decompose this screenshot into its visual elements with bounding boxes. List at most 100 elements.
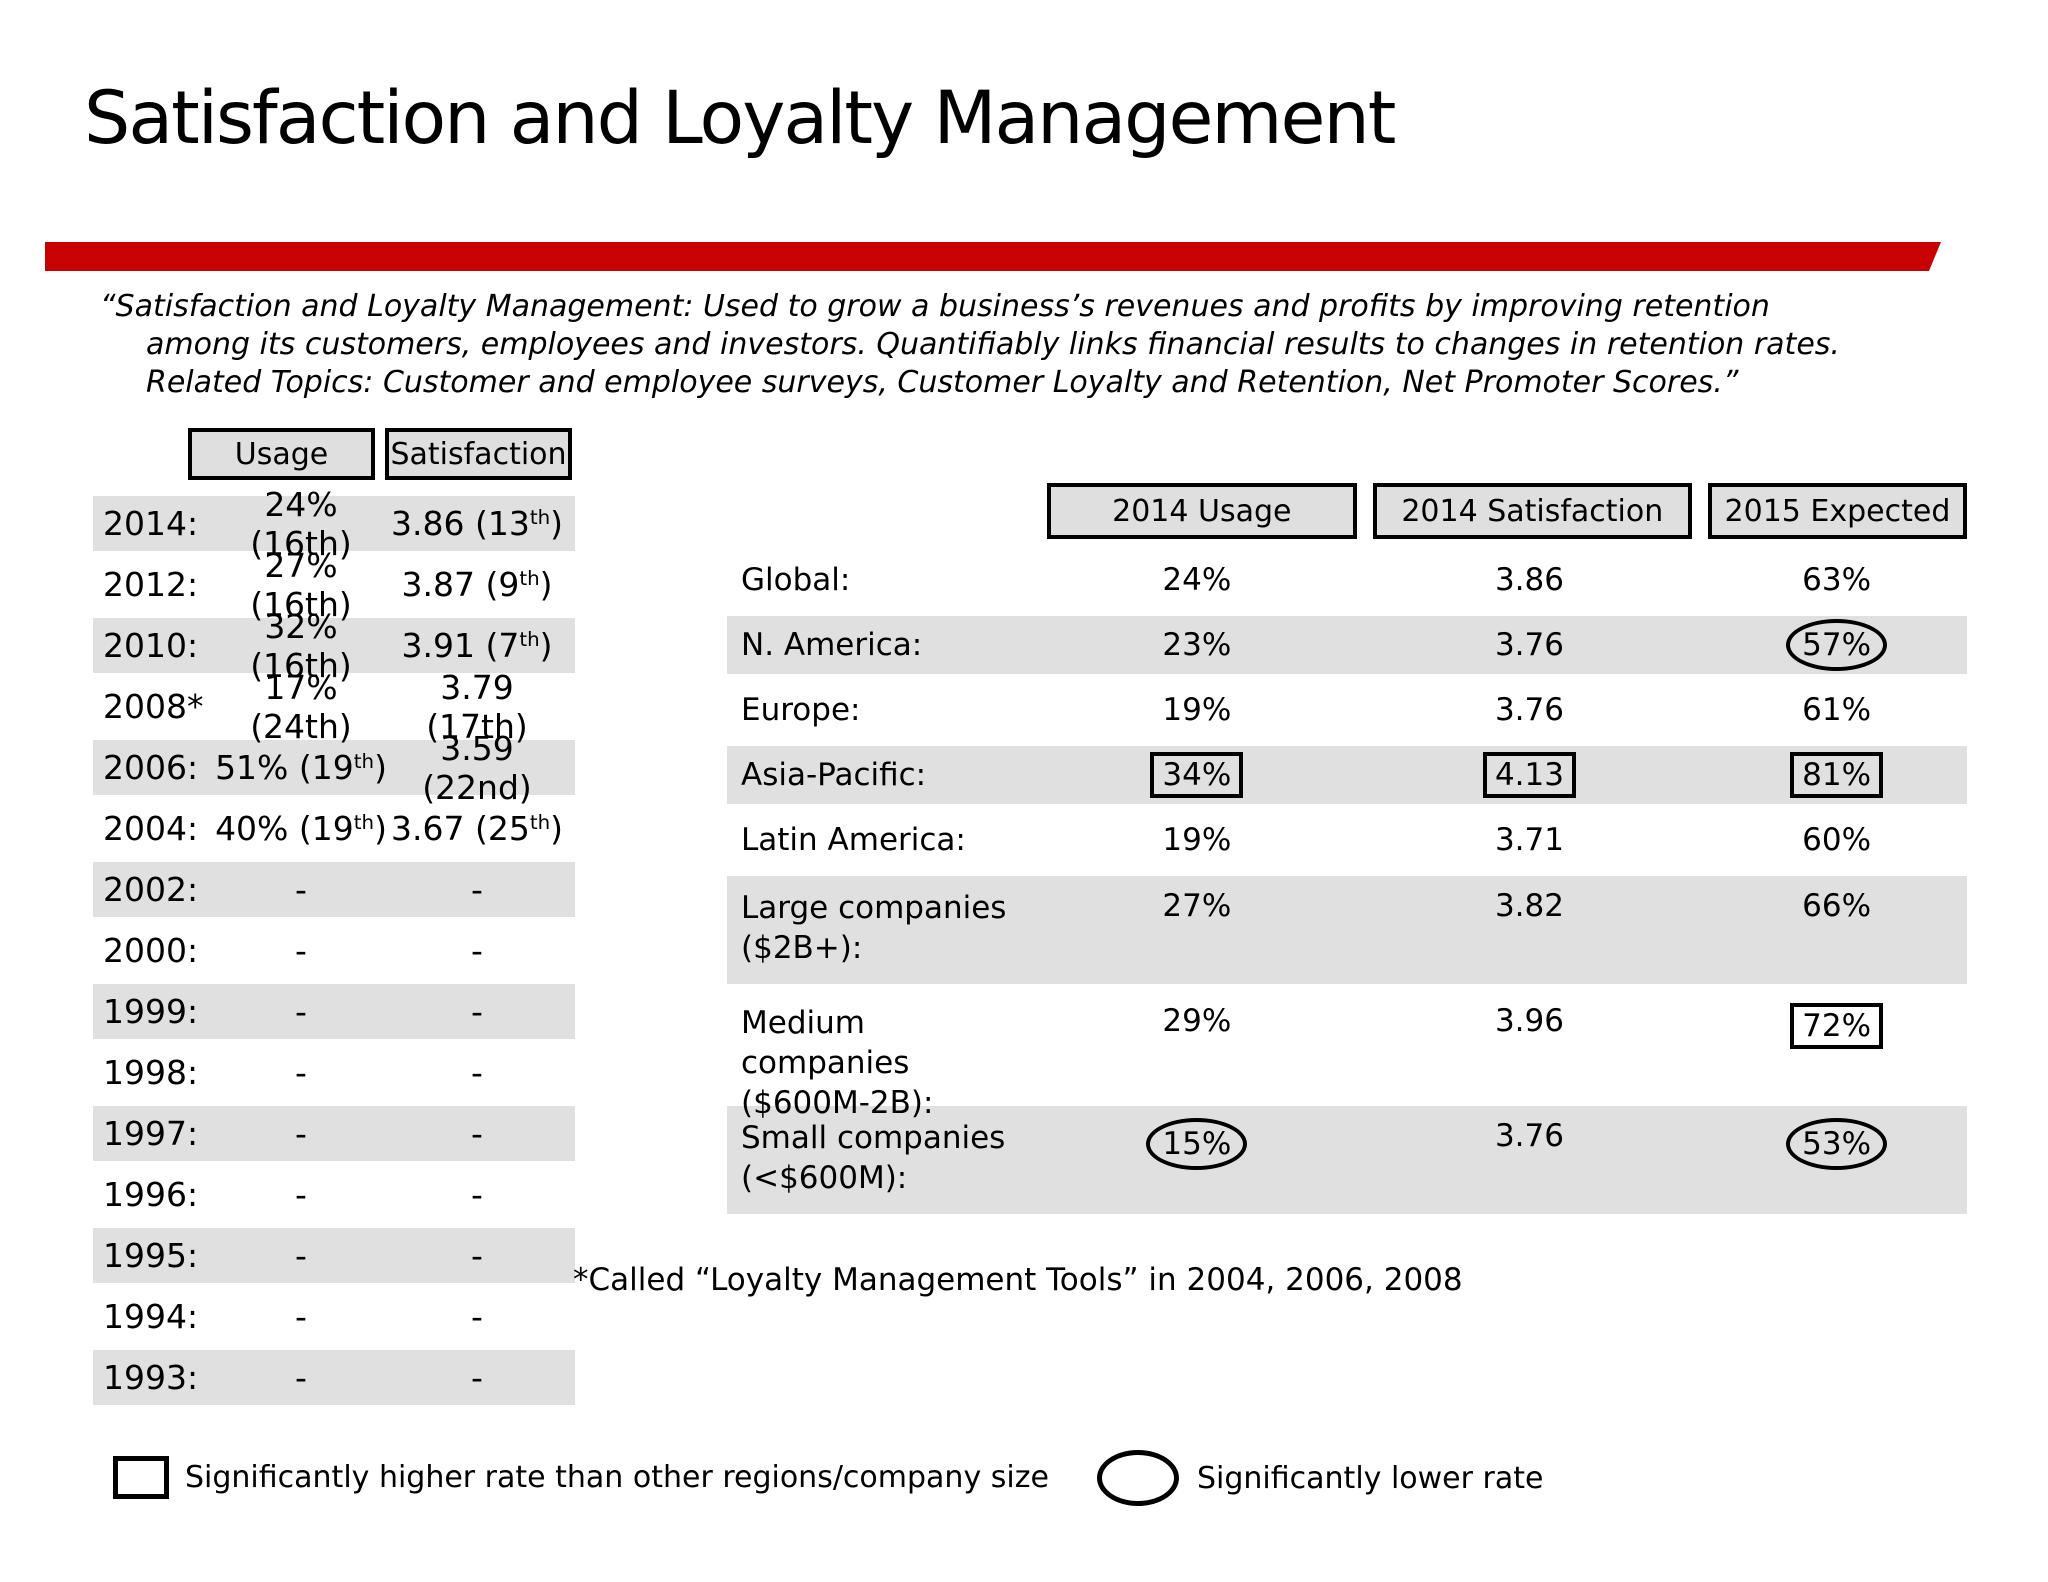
breakdown-table-headers: 2014 Usage 2014 Satisfaction 2015 Expect… — [1047, 483, 1967, 539]
usage-value: 24% (16th) — [213, 485, 389, 563]
satisfaction-cell: 3.96 — [1369, 1003, 1691, 1039]
value-text: 27% — [1162, 888, 1232, 924]
value-text: - — [295, 1297, 307, 1336]
satisfaction-cell: 3.76 — [1369, 627, 1691, 663]
usage-cell: 23% — [1041, 627, 1353, 663]
value-text: 17% (24th) — [250, 667, 352, 746]
usage-value: 40% (19th) — [213, 809, 389, 848]
usage-value: 32% (16th) — [213, 607, 389, 685]
value-text: 29% — [1162, 1003, 1232, 1039]
breakdown-row: Large companies ($2B+): 27% 3.82 66% — [727, 876, 1967, 984]
history-row: 2000: - - — [93, 923, 575, 978]
satisfaction-cell: 4.13 — [1369, 752, 1691, 798]
satisfaction-value: 3.87 (9th) — [389, 565, 565, 604]
box-highlighted-value: 72% — [1790, 1003, 1884, 1049]
satisfaction-cell: 3.76 — [1369, 1118, 1691, 1154]
satisfaction-cell: 3.71 — [1369, 822, 1691, 858]
row-label: Large companies ($2B+): — [741, 890, 1007, 966]
rectangle-marker-icon — [113, 1456, 169, 1499]
legend-lower-label: Significantly lower rate — [1197, 1460, 1544, 1496]
value-text: 3.71 — [1494, 822, 1564, 858]
definition-quote: “Satisfaction and Loyalty Management: Us… — [100, 288, 1960, 402]
satisfaction-value: 3.59 (22nd) — [389, 729, 565, 807]
satisfaction-value: - — [389, 992, 565, 1031]
value-text: 3.86 (13 — [390, 504, 530, 543]
usage-value: 17% (24th) — [213, 668, 389, 746]
year-label: 2010: — [103, 626, 199, 665]
usage-value: - — [213, 931, 389, 970]
box-highlighted-value: 81% — [1790, 752, 1884, 798]
quote-line-3: Related Topics: Customer and employee su… — [146, 365, 1739, 400]
value-text: 3.67 (25 — [390, 809, 530, 848]
usage-value: 27% (16th) — [213, 546, 389, 624]
history-table-headers: Usage Satisfaction — [188, 428, 575, 480]
year-label: 1997: — [103, 1114, 199, 1153]
usage-2014-column-header: 2014 Usage — [1047, 483, 1357, 539]
breakdown-row: Europe: 19% 3.76 61% — [727, 681, 1967, 739]
value-text: - — [471, 1175, 483, 1214]
year-label: 2008* — [103, 687, 204, 726]
expected-cell: 53% — [1706, 1118, 1967, 1170]
usage-column-header: Usage — [188, 428, 375, 480]
row-label: Latin America: — [741, 822, 966, 858]
value-text: 51% (19 — [215, 748, 354, 787]
breakdown-row: Global: 24% 3.86 63% — [727, 551, 1967, 609]
history-row: 2006: 51% (19th) 3.59 (22nd) — [93, 729, 575, 807]
expected-cell: 72% — [1706, 1003, 1967, 1049]
history-row: 2012: 27% (16th) 3.87 (9th) — [93, 546, 575, 624]
value-text: - — [295, 1358, 307, 1397]
circle-highlighted-value: 53% — [1786, 1118, 1888, 1170]
value-text: 23% — [1162, 627, 1232, 663]
satisfaction-value: - — [389, 1114, 565, 1153]
expected-2015-column-header: 2015 Expected — [1707, 483, 1967, 539]
usage-value: 51% (19th) — [213, 748, 389, 787]
expected-cell: 66% — [1706, 888, 1967, 924]
expected-cell: 63% — [1706, 562, 1967, 598]
row-label: Europe: — [741, 692, 861, 728]
history-table-rows: 2014: 24% (16th) 3.86 (13th) 2012: 27% (16th… — [93, 485, 575, 1405]
value-text: ) — [539, 626, 553, 665]
usage-value: - — [213, 992, 389, 1031]
year-label: 1995: — [103, 1236, 199, 1275]
history-row: 1999: - - — [93, 984, 575, 1039]
expected-cell: 61% — [1706, 692, 1967, 728]
row-label: Global: — [741, 562, 851, 598]
value-text: - — [471, 931, 483, 970]
usage-value: - — [213, 1297, 389, 1336]
ellipse-marker-icon — [1097, 1450, 1179, 1506]
satisfaction-value: - — [389, 1358, 565, 1397]
year-label: 2014: — [103, 504, 199, 543]
satisfaction-value: - — [389, 1053, 565, 1092]
value-text: - — [295, 1114, 307, 1153]
value-text: ) — [374, 809, 387, 848]
expected-cell: 81% — [1706, 752, 1967, 798]
year-label: 2004: — [103, 809, 199, 848]
breakdown-row: Medium companies ($600M-2B): 29% 3.96 72% — [727, 991, 1967, 1121]
satisfaction-value: 3.67 (25th) — [389, 809, 565, 848]
satisfaction-cell: 3.76 — [1369, 692, 1691, 728]
breakdown-table: 2014 Usage 2014 Satisfaction 2015 Expect… — [727, 483, 1967, 1221]
usage-cell: 19% — [1041, 822, 1353, 858]
value-text: 3.76 — [1494, 1118, 1564, 1154]
history-row: 2004: 40% (19th) 3.67 (25th) — [93, 801, 575, 856]
value-text: 66% — [1802, 888, 1872, 924]
page-title: Satisfaction and Loyalty Management — [84, 76, 1396, 161]
satisfaction-value: - — [389, 931, 565, 970]
value-text: 3.87 (9 — [401, 565, 520, 604]
value-text: ) — [550, 504, 563, 543]
row-label: Small companies (<$600M): — [741, 1120, 1006, 1196]
history-row: 1998: - - — [93, 1045, 575, 1100]
value-text: ) — [539, 565, 553, 604]
value-text: 24% (16th) — [250, 484, 352, 563]
ordinal-suffix: th — [519, 567, 540, 591]
ordinal-suffix: th — [519, 628, 540, 652]
satisfaction-cell: 3.82 — [1369, 888, 1691, 924]
value-text: 24% — [1162, 562, 1232, 598]
value-text: - — [295, 931, 307, 970]
value-text: - — [471, 1236, 483, 1275]
usage-value: - — [213, 1053, 389, 1092]
value-text: 3.79 (17th) — [426, 667, 528, 746]
usage-history-table: Usage Satisfaction 2014: 24% (16th) 3.86 (… — [93, 428, 575, 1411]
expected-cell: 57% — [1706, 619, 1967, 671]
